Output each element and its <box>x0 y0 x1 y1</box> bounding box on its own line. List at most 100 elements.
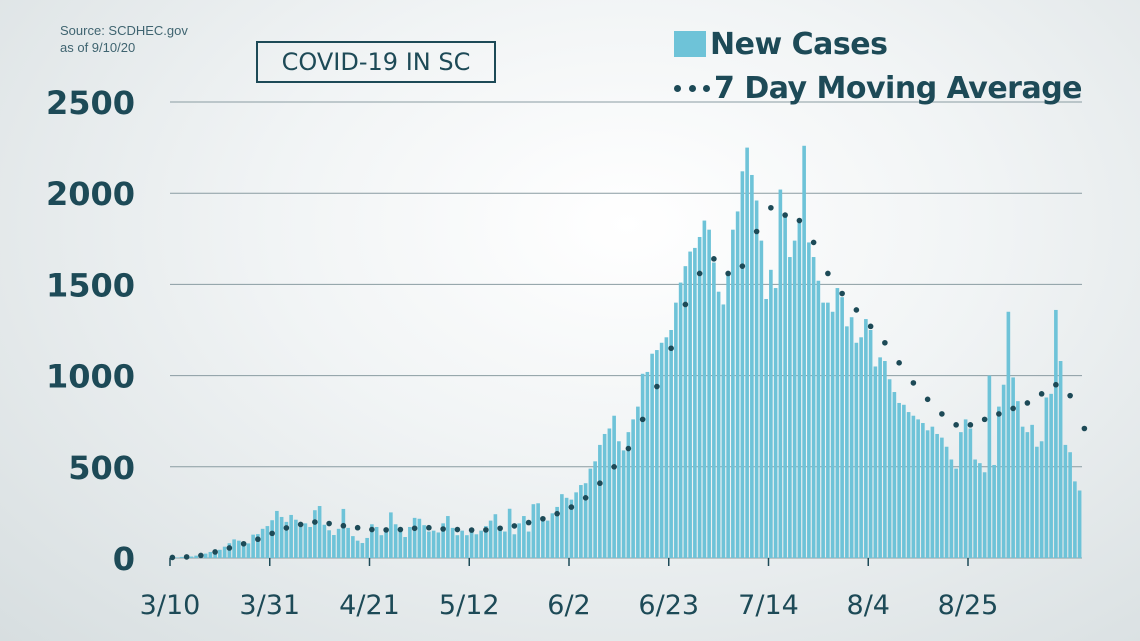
bar <box>564 497 569 558</box>
average-point <box>924 396 931 403</box>
average-point <box>297 521 304 528</box>
bar <box>341 508 346 558</box>
bar <box>1073 481 1077 558</box>
average-point <box>639 416 646 423</box>
bar <box>289 514 293 558</box>
bar <box>807 242 811 558</box>
bar <box>944 446 949 558</box>
bar <box>735 211 740 558</box>
x-axis-ticks: 3/10 3/31 4/21 5/12 6/2 6/23 7/14 8/4 8/25 <box>140 558 998 621</box>
bar <box>764 298 768 558</box>
average-point <box>611 464 617 470</box>
legend-item-new-cases: New Cases <box>674 22 1082 66</box>
x-tick-label: 7/14 <box>738 590 799 621</box>
average-point <box>383 527 389 533</box>
average-point <box>668 345 674 352</box>
bar <box>769 269 773 558</box>
average-point <box>212 549 218 555</box>
bar <box>968 428 973 558</box>
bar <box>1011 377 1015 558</box>
average-point <box>981 416 988 423</box>
bar <box>830 311 835 558</box>
bar <box>583 483 588 558</box>
x-tick-label: 5/12 <box>439 590 500 621</box>
bar <box>588 468 593 558</box>
bar <box>569 499 574 558</box>
average-point <box>411 525 418 532</box>
bar <box>408 526 412 558</box>
bar <box>859 337 863 558</box>
average-point <box>882 339 888 346</box>
bar <box>507 508 512 558</box>
bar <box>811 257 816 558</box>
bar <box>469 531 474 558</box>
bar <box>1077 490 1082 558</box>
bar <box>194 555 198 558</box>
average-point <box>910 380 917 386</box>
bar <box>674 302 678 558</box>
bar <box>180 556 184 558</box>
bar <box>716 291 721 558</box>
bar <box>465 535 469 558</box>
bar <box>802 145 806 558</box>
bar <box>954 468 958 558</box>
bar <box>892 392 897 558</box>
bar <box>792 240 797 558</box>
bar <box>978 463 982 558</box>
bar <box>721 304 726 558</box>
average-point <box>597 480 603 487</box>
bar <box>849 317 854 558</box>
bar <box>436 532 441 558</box>
bar <box>1006 311 1011 558</box>
average-point <box>953 422 959 428</box>
bar <box>370 524 374 558</box>
average-point <box>768 204 774 211</box>
average-point <box>582 495 589 501</box>
average-point <box>169 554 176 561</box>
bar <box>593 461 597 558</box>
average-point <box>340 522 347 529</box>
bar <box>650 353 654 558</box>
average-point <box>696 270 703 277</box>
bar <box>935 433 939 558</box>
bar <box>693 247 697 559</box>
bar <box>645 371 650 558</box>
bar <box>612 415 616 558</box>
average-point <box>483 527 489 533</box>
bar <box>902 404 906 558</box>
bar <box>384 531 388 558</box>
bar <box>1068 452 1072 558</box>
bar <box>750 174 754 558</box>
bar <box>279 516 284 558</box>
bar <box>208 551 213 558</box>
average-point <box>369 526 375 533</box>
bar <box>1030 424 1034 558</box>
bar <box>878 357 882 558</box>
bar <box>826 302 830 558</box>
y-tick-label: 1500 <box>46 266 135 304</box>
average-point <box>1067 392 1073 399</box>
bar <box>327 530 331 558</box>
bar <box>441 523 445 558</box>
average-point <box>397 526 404 533</box>
bar <box>431 530 436 558</box>
bar <box>545 520 550 558</box>
average-point <box>426 524 432 531</box>
bar <box>707 229 711 558</box>
bar <box>655 350 659 558</box>
bar <box>541 516 545 558</box>
bar <box>422 525 426 558</box>
bar <box>1054 309 1058 558</box>
bar <box>455 535 460 558</box>
bar <box>550 513 555 558</box>
bar <box>351 536 355 558</box>
bar <box>906 412 911 558</box>
x-tick-label: 6/23 <box>638 590 699 621</box>
bar <box>868 330 873 558</box>
bar <box>788 257 792 558</box>
bar <box>845 326 849 558</box>
average-point <box>312 519 318 525</box>
bar <box>232 539 236 558</box>
bar <box>398 530 403 558</box>
bar <box>873 366 878 558</box>
